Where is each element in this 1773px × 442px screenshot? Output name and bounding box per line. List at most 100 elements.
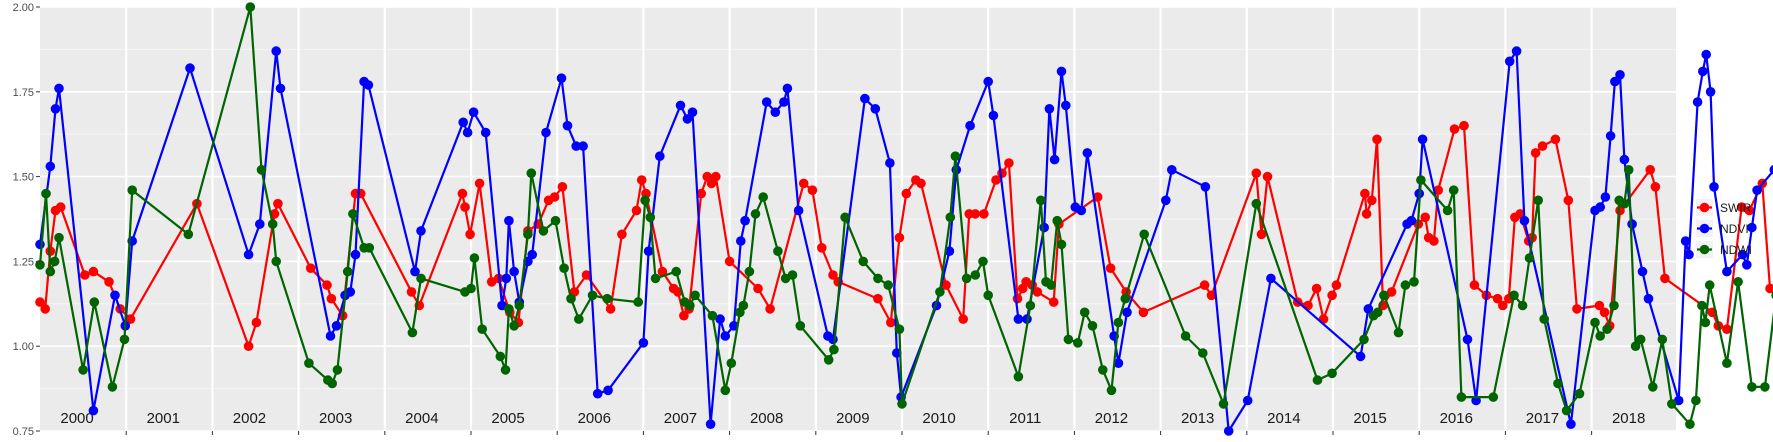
- data-point: [1266, 273, 1276, 284]
- data-point: [1420, 212, 1430, 223]
- data-point: [332, 365, 343, 375]
- data-point: [958, 314, 968, 324]
- data-point: [566, 293, 576, 304]
- data-point: [807, 185, 818, 195]
- data-point: [183, 229, 194, 240]
- data-point: [45, 266, 56, 277]
- data-point: [715, 314, 725, 324]
- data-point: [587, 290, 598, 301]
- data-point: [970, 270, 981, 280]
- data-point: [1056, 239, 1067, 250]
- data-point: [1386, 287, 1397, 297]
- data-point: [679, 310, 689, 321]
- data-point: [603, 385, 613, 396]
- data-point: [1406, 215, 1417, 226]
- data-point: [883, 280, 893, 290]
- data-point: [829, 344, 839, 355]
- data-point: [1667, 399, 1677, 409]
- data-point: [978, 256, 988, 267]
- data-point: [828, 334, 838, 345]
- data-point: [1623, 165, 1634, 175]
- data-point: [1488, 392, 1499, 402]
- data-point: [1052, 215, 1062, 226]
- data-point: [462, 127, 473, 138]
- data-point: [1218, 399, 1229, 409]
- series-ndvi: [35, 46, 1773, 436]
- data-point: [1650, 182, 1661, 192]
- data-point: [1744, 205, 1755, 216]
- data-point: [504, 215, 514, 226]
- data-point: [1519, 215, 1530, 226]
- data-point: [271, 46, 282, 56]
- data-point: [738, 300, 749, 311]
- data-point: [1138, 307, 1149, 318]
- data-point: [331, 321, 342, 331]
- data-point: [1082, 148, 1093, 158]
- data-point: [1012, 293, 1023, 304]
- year-label: 2012: [1095, 410, 1128, 427]
- data-point: [54, 232, 64, 243]
- data-point: [773, 246, 783, 256]
- data-point: [793, 205, 804, 216]
- data-point: [1106, 385, 1117, 396]
- data-point: [1359, 334, 1369, 345]
- data-point: [1533, 195, 1543, 206]
- legend: SWIR NDVI NDWI: [1696, 199, 1752, 258]
- data-point: [1492, 293, 1503, 304]
- data-point: [1400, 280, 1411, 290]
- data-point: [970, 209, 981, 219]
- data-point: [466, 283, 476, 294]
- data-point: [897, 399, 907, 409]
- data-point: [345, 287, 356, 297]
- data-point: [724, 256, 735, 267]
- data-point: [88, 405, 99, 416]
- data-point: [1363, 304, 1374, 314]
- data-point: [671, 266, 681, 277]
- data-point: [873, 273, 883, 284]
- legend-item-ndwi: NDWI: [1696, 241, 1752, 258]
- data-point: [1442, 205, 1453, 216]
- data-point: [1697, 300, 1707, 311]
- year-label: 2008: [750, 410, 783, 427]
- data-point: [54, 83, 64, 94]
- data-point: [523, 229, 533, 240]
- data-point: [765, 304, 775, 314]
- data-point: [1635, 334, 1646, 345]
- data-point: [1698, 66, 1708, 77]
- data-point: [1691, 395, 1701, 406]
- data-point: [643, 246, 654, 256]
- data-point: [480, 127, 491, 138]
- data-point: [720, 385, 731, 396]
- data-point: [1600, 192, 1611, 202]
- data-point: [1025, 300, 1036, 311]
- data-point: [1509, 290, 1519, 301]
- year-label: 2001: [147, 410, 180, 427]
- data-point: [687, 107, 698, 117]
- data-point: [1198, 348, 1208, 358]
- data-point: [682, 114, 693, 124]
- data-point: [550, 215, 561, 226]
- data-point: [104, 277, 114, 287]
- data-point: [1539, 314, 1549, 324]
- data-point: [243, 341, 254, 352]
- data-point: [1722, 266, 1732, 277]
- data-point: [758, 192, 768, 202]
- data-point: [1619, 198, 1630, 209]
- data-point: [273, 198, 283, 209]
- data-point: [1417, 134, 1428, 145]
- data-point: [500, 365, 511, 375]
- data-point: [1200, 182, 1211, 192]
- data-point: [823, 355, 834, 365]
- data-point: [322, 280, 332, 290]
- y-tick-label: 1.50: [13, 172, 34, 184]
- data-point: [1737, 249, 1748, 260]
- y-tick-label: 1.00: [13, 341, 34, 353]
- data-point: [645, 212, 656, 223]
- data-point: [1701, 49, 1711, 60]
- data-point: [1063, 334, 1074, 345]
- data-point: [828, 270, 838, 280]
- data-point: [1327, 368, 1337, 379]
- data-point: [1048, 297, 1059, 307]
- data-point: [1373, 307, 1383, 318]
